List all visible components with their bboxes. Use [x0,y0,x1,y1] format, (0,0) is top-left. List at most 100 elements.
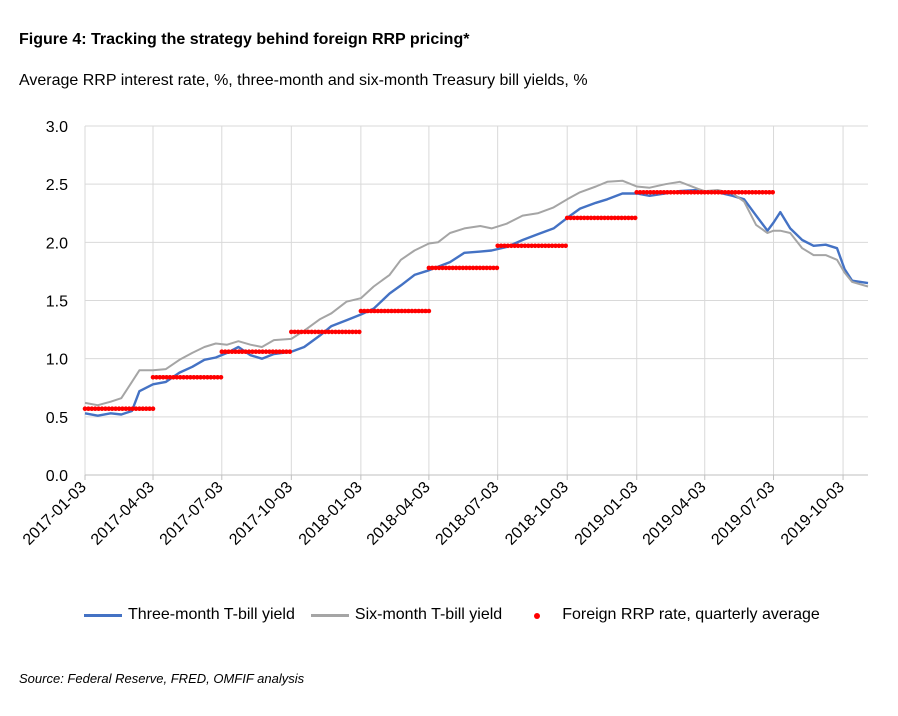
rrp-rate-dot [157,375,163,380]
legend-label-three-month: Three-month T-bill yield [128,606,295,623]
rrp-rate-dot [767,190,772,195]
rrp-rate-dot [256,349,262,355]
rrp-rate-dot [133,406,139,412]
rrp-rate-dot [726,190,731,195]
rrp-rate-dot [326,329,332,335]
rrp-rate-dot [622,215,628,221]
rrp-rate-dot [760,190,765,195]
y-tick-label: 1.5 [46,294,68,311]
rrp-rate-dot [450,265,456,271]
rrp-rate-dot [470,265,476,271]
rrp-rate-dot [143,406,149,412]
rrp-rate-dot [184,375,190,380]
legend-label-six-month: Six-month T-bill yield [354,606,503,623]
rrp-rate-dot [595,215,601,221]
rrp-rate-dot [668,190,673,195]
rrp-rate-dot [267,349,272,355]
rrp-rate-dot [396,308,401,314]
x-tick-label: 2018-07-03 [433,479,503,549]
rrp-rate-dot [460,265,466,271]
rrp-rate-dot [385,308,391,314]
rrp-rate-dot [722,190,728,195]
rrp-rate-dot [392,308,398,314]
rrp-rate-dot [164,375,169,380]
rrp-rate-dot [487,265,493,271]
rrp-rate-dot [549,243,555,249]
rrp-rate-dot [99,406,105,412]
series-layer [82,179,869,417]
rrp-rate-dot [733,190,738,195]
rrp-rate-dot [585,215,590,221]
rrp-rate-dot [644,190,650,195]
rrp-rate-dot [368,308,374,314]
rrp-rate-dot [556,243,562,249]
rrp-rate-dot [632,215,638,221]
rrp-rate-dot [629,215,635,221]
rrp-rate-dot [502,243,507,249]
rrp-rate-dot [685,190,690,195]
legend-swatch-six-month [310,613,349,617]
rrp-rate-dot [529,243,534,249]
rrp-rate-dot [250,349,255,355]
rrp-rate-dot [609,215,614,221]
rrp-rate-dot [382,308,388,314]
rrp-rate-dot [495,243,501,249]
rrp-rate-dot [739,190,745,195]
rrp-rate-dot [211,375,217,380]
rrp-rate-dot [140,406,146,412]
rrp-rate-dot [467,265,473,271]
rrp-rate-dot [130,406,135,412]
rrp-rate-dot [436,265,442,271]
rrp-rate-dot [484,265,490,271]
rrp-rate-dot [571,215,577,221]
rrp-rate-dot [323,329,328,335]
rrp-rate-dot [103,406,108,412]
rrp-rate-dot [154,375,159,380]
rrp-rate-dot [464,265,469,271]
x-tick-label: 2019-10-03 [778,479,848,549]
rrp-rate-dot [433,265,439,271]
y-tick-label: 2.5 [46,177,68,194]
rrp-rate-dot [113,406,118,412]
rrp-rate-dot [682,190,687,195]
rrp-rate-dot [447,265,452,271]
y-tick-label: 1.0 [46,352,68,369]
rrp-rate-dot [167,375,173,380]
rrp-rate-dot [505,243,511,249]
rrp-rate-dot [222,349,228,355]
grid-lines [84,125,868,475]
rrp-rate-dot [106,406,112,412]
rrp-rate-dot [519,243,524,249]
six-month-yield-line [84,179,869,407]
rrp-rate-dot [340,329,345,335]
source-note: Source: Federal Reserve, FRED, OMFIF ana… [19,671,305,686]
rrp-rate-dot [309,329,315,335]
rrp-rate-dot [343,329,349,335]
y-tick-label: 3.0 [46,119,68,136]
rrp-rate-dot [120,406,125,412]
rrp-rate-dot [675,190,680,195]
rrp-rate-dot [498,243,504,249]
rrp-rate-dot [515,243,521,249]
rrp-rate-dot [284,349,289,355]
rrp-rate-dot [109,406,115,412]
rrp-rate-dot [453,265,459,271]
rrp-rate-dot [509,243,514,249]
rrp-rate-dot [92,406,98,412]
rrp-rate-dot [236,349,242,355]
rrp-rate-dot [641,190,646,195]
rrp-rate-dot [137,406,142,412]
rrp-rate-dot [560,243,565,249]
rrp-rate-dot [201,375,207,380]
rrp-rate-dot [719,190,724,195]
x-tick-label: 2017-01-03 [20,479,90,549]
y-tick-label: 0.5 [46,410,68,427]
rrp-rate-dot [612,215,618,221]
rrp-rate-dot [246,349,252,355]
rrp-rate-dot [564,215,570,221]
rrp-rate-dot [426,308,432,314]
rrp-rate-dot [226,349,231,355]
rrp-rate-dot [539,243,545,249]
rrp-rate-dot [372,308,377,314]
